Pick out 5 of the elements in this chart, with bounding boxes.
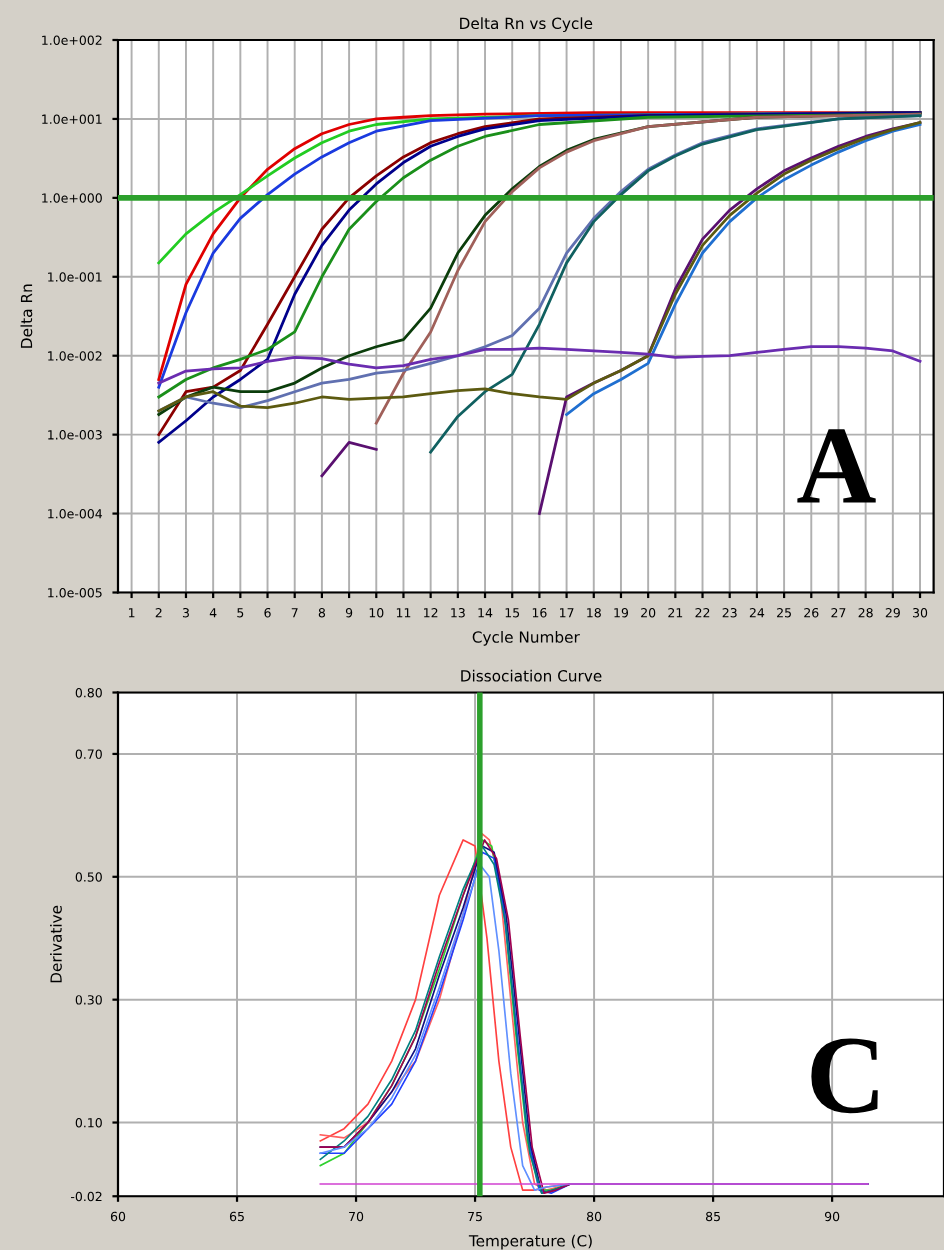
line-series bbox=[157, 345, 922, 385]
line-series bbox=[565, 123, 922, 416]
annotation: C bbox=[811, 1038, 878, 1114]
line-series bbox=[374, 112, 922, 425]
annotation: A bbox=[797, 429, 876, 503]
